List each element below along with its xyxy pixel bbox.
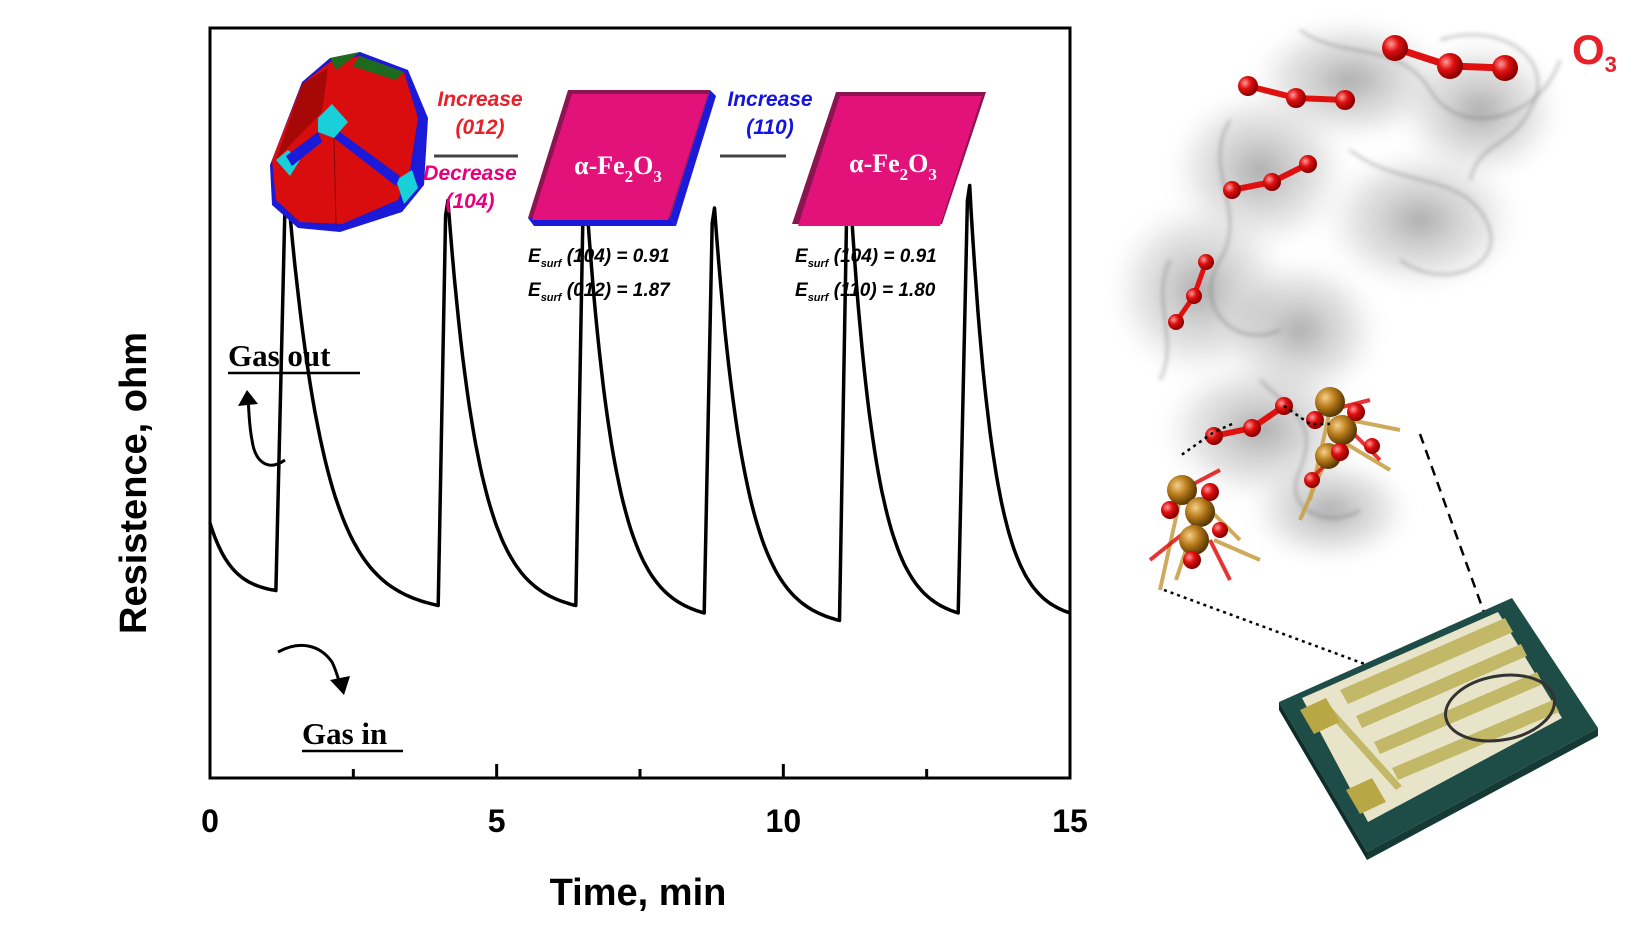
series-line-sensor-response [208, 176, 1071, 623]
gas-in-label: Gas in [302, 716, 387, 751]
x-axis-label: Time, min [550, 872, 727, 914]
svg-text:α-Fe2O3: α-Fe2O3 [574, 151, 662, 186]
label-decrease-104: Decrease [423, 162, 517, 185]
crystal-plate-1: α-Fe2O3 [528, 90, 716, 226]
x-tick-label: 15 [1052, 803, 1088, 839]
o3-label: O [1572, 26, 1605, 73]
svg-text:Esurf (104) = 0.91: Esurf (104) = 0.91 [528, 246, 670, 270]
x-tick-label: 0 [201, 803, 219, 839]
smoke-plume [1100, 10, 1570, 570]
esurf-left-2-e: E [528, 280, 542, 301]
crystal-1-sub2: 2 [625, 167, 634, 186]
zoom-lines [1163, 404, 1516, 697]
svg-text:O3: O3 [1572, 26, 1617, 77]
crystal-1-formula: α-Fe [574, 151, 625, 180]
highlight-circle [1444, 673, 1556, 743]
svg-text:α-Fe2O3: α-Fe2O3 [849, 149, 937, 184]
polyhedron-icon [270, 52, 428, 232]
smoke-wisps [1159, 29, 1561, 519]
esurf-left-2-value: (012) = 1.87 [561, 280, 671, 301]
gas-sensor-illustration: O3 [1100, 10, 1617, 860]
label-plane-104: (104) [445, 190, 494, 213]
x-tick-label: 10 [766, 803, 802, 839]
svg-text:Esurf (110) = 1.80: Esurf (110) = 1.80 [795, 280, 936, 304]
ozone-molecule [1168, 254, 1214, 330]
crystal-1-o: O [633, 151, 653, 180]
label-plane-012: (012) [455, 116, 504, 139]
esurf-left-1-value: (104) = 0.91 [561, 246, 669, 267]
crystal-2-sub2: 2 [900, 165, 909, 184]
esurf-right-1-sub: surf [808, 258, 830, 270]
label-increase-012: Increase [437, 88, 523, 111]
esurf-left-2-sub: surf [541, 292, 563, 304]
ozone-molecule [1238, 76, 1355, 110]
svg-text:Esurf (012) = 1.87: Esurf (012) = 1.87 [528, 280, 671, 304]
svg-text:Esurf (104) = 0.91: Esurf (104) = 0.91 [795, 246, 937, 270]
o3-subscript: 3 [1605, 52, 1617, 77]
crystal-2-formula: α-Fe [849, 149, 900, 178]
ozone-molecule [1205, 397, 1293, 445]
gas-in-arrowhead-icon [330, 676, 350, 695]
esurf-right-2-e: E [795, 280, 809, 301]
y-axis-label: Resistence, ohm [113, 332, 155, 634]
ozone-molecule [1382, 35, 1518, 81]
gas-out-arrow [246, 397, 286, 467]
esurf-right-2-value: (110) = 1.80 [828, 280, 935, 301]
inset-crystal-facets: Increase (012) Decrease (104) α-Fe2O3 In… [270, 52, 986, 304]
crystal-plate-2: α-Fe2O3 [792, 92, 986, 226]
esurf-right-1-value: (104) = 0.91 [828, 246, 936, 267]
gas-in-arrow [277, 643, 342, 685]
label-plane-110: (110) [746, 116, 793, 139]
crystal-2-sub3: 3 [928, 165, 937, 184]
label-increase-110: Increase [727, 88, 813, 111]
fe2o3-surface-cluster [1148, 387, 1401, 591]
sensor-chip-icon [1279, 598, 1598, 860]
ozone-molecule [1223, 155, 1317, 199]
gas-out-label: Gas out [228, 338, 331, 373]
esurf-right-1-e: E [795, 246, 809, 267]
gas-out-arrowhead-icon [238, 390, 258, 406]
x-axis-tick-labels: 0 5 10 15 [201, 803, 1088, 839]
ozone-molecules [1168, 35, 1518, 445]
esurf-left-1-e: E [528, 246, 542, 267]
crystal-1-sub3: 3 [653, 167, 662, 186]
chart: 0 5 10 15 Time, min Resistence, ohm Gas out… [113, 26, 1088, 914]
x-tick-label: 5 [488, 803, 506, 839]
esurf-left-1-sub: surf [541, 258, 563, 270]
esurf-right-2-sub: surf [808, 292, 830, 304]
x-axis-ticks [208, 764, 1072, 778]
crystal-2-o: O [908, 149, 928, 178]
